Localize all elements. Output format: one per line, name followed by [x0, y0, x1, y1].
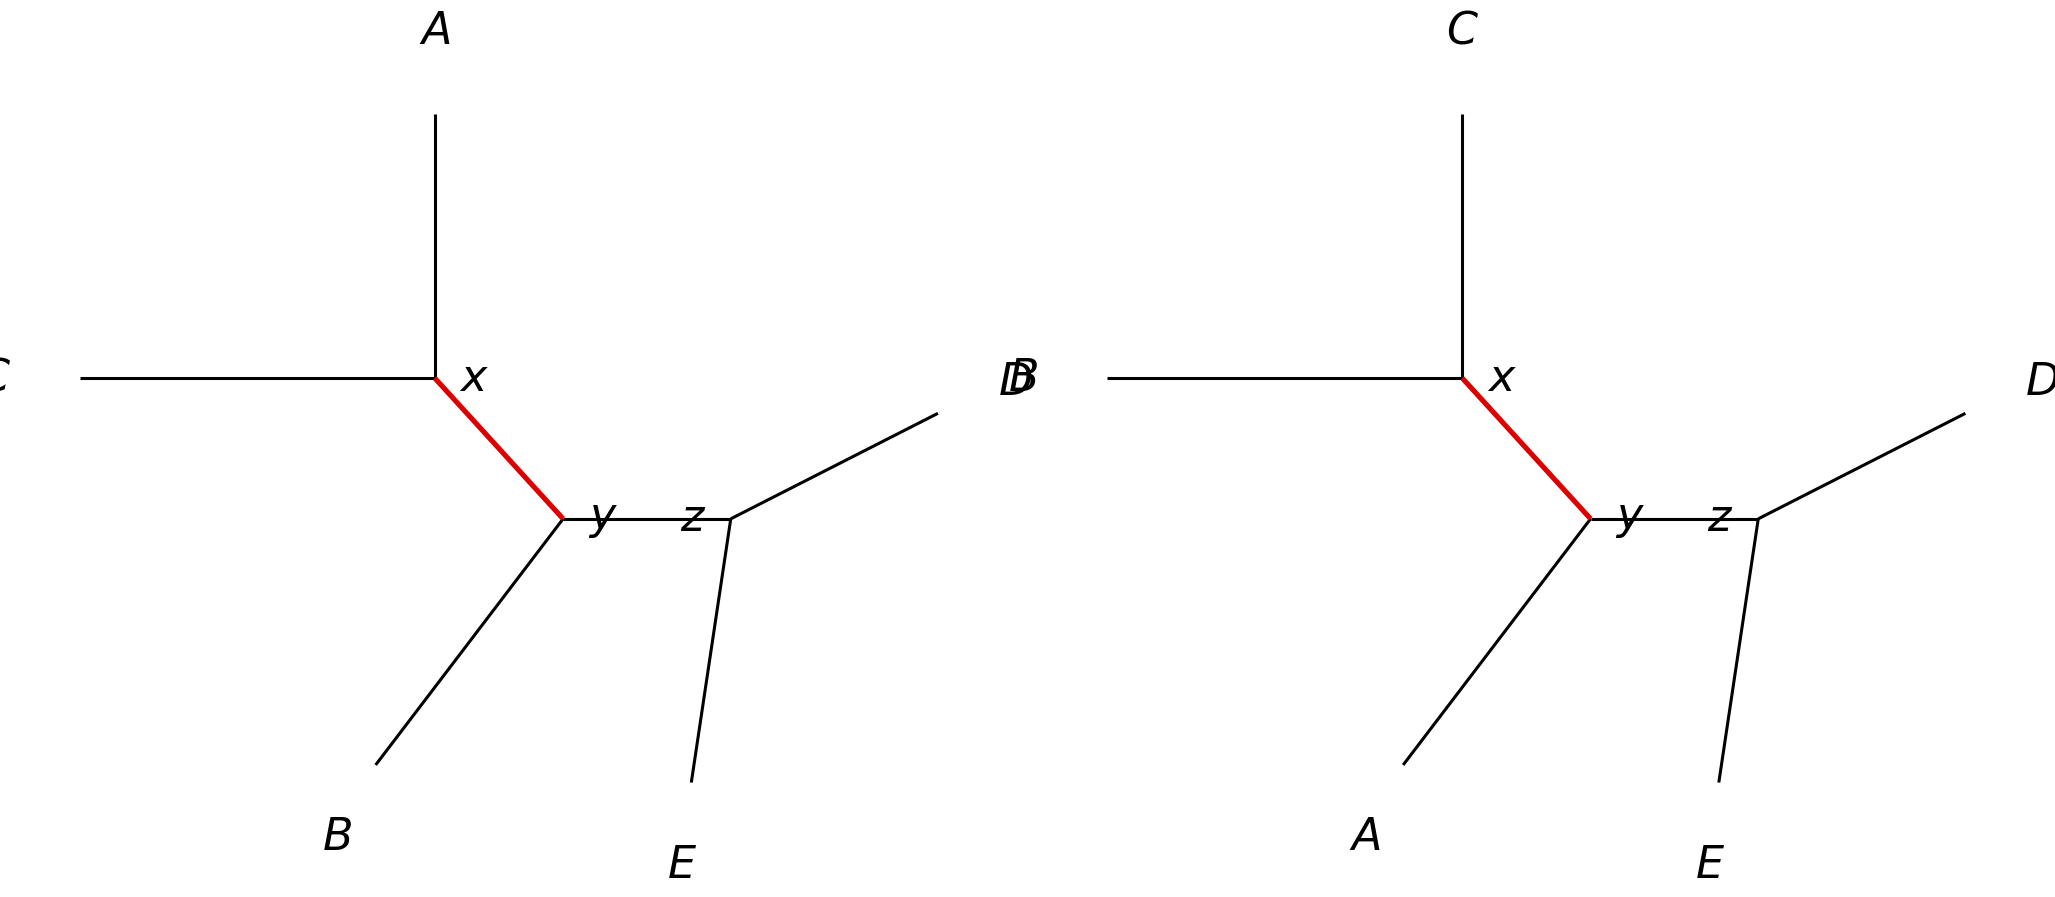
- Text: $B$: $B$: [323, 816, 351, 859]
- Text: $D$: $D$: [999, 361, 1032, 405]
- Text: $x$: $x$: [460, 357, 489, 400]
- Text: $B$: $B$: [1009, 357, 1038, 400]
- Text: $A$: $A$: [419, 10, 450, 53]
- Text: $x$: $x$: [1488, 357, 1517, 400]
- Text: $y$: $y$: [1615, 497, 1646, 540]
- Text: $D$: $D$: [2026, 361, 2055, 405]
- Text: $y$: $y$: [588, 497, 619, 540]
- Text: $z$: $z$: [1708, 497, 1734, 540]
- Text: $C$: $C$: [1447, 10, 1480, 53]
- Text: $A$: $A$: [1348, 816, 1381, 859]
- Text: $E$: $E$: [1695, 843, 1724, 887]
- Text: $z$: $z$: [680, 497, 707, 540]
- Text: $E$: $E$: [668, 843, 697, 887]
- Text: $C$: $C$: [0, 357, 10, 400]
